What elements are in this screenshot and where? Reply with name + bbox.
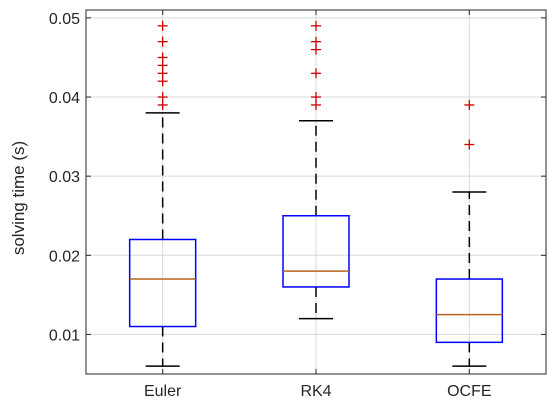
iqr-box bbox=[128, 238, 197, 328]
y-tick-label: 0.02 bbox=[49, 248, 80, 265]
iqr-box bbox=[435, 278, 504, 344]
outlier-marker bbox=[311, 92, 321, 103]
x-tick-label: Euler bbox=[144, 383, 182, 400]
outlier-marker bbox=[311, 20, 321, 31]
x-tick-label: OCFE bbox=[447, 383, 491, 400]
box-layer bbox=[128, 20, 504, 367]
y-tick-label: 0.03 bbox=[49, 169, 80, 186]
box-group-ocfe bbox=[435, 99, 504, 367]
y-axis-label: solving time (s) bbox=[9, 141, 28, 255]
outlier-marker bbox=[157, 20, 168, 31]
outlier-marker bbox=[464, 99, 475, 110]
outlier-marker bbox=[157, 36, 168, 47]
box-group-euler bbox=[128, 20, 197, 367]
x-tick-label: RK4 bbox=[300, 383, 331, 400]
outlier-marker bbox=[311, 36, 321, 47]
y-tick-label: 0.05 bbox=[49, 11, 80, 28]
outlier-marker bbox=[464, 139, 475, 150]
y-tick-label: 0.04 bbox=[49, 90, 80, 107]
y-tick-label: 0.01 bbox=[49, 327, 80, 344]
iqr-box bbox=[282, 214, 350, 288]
outlier-marker bbox=[311, 68, 321, 79]
axis-layer: 0.01 0.02 0.03 0.04 0.05 Euler RK4 OCFE bbox=[49, 9, 547, 400]
outlier-marker bbox=[157, 52, 168, 63]
outlier-marker bbox=[157, 92, 168, 103]
box-group-rk4 bbox=[282, 20, 350, 320]
